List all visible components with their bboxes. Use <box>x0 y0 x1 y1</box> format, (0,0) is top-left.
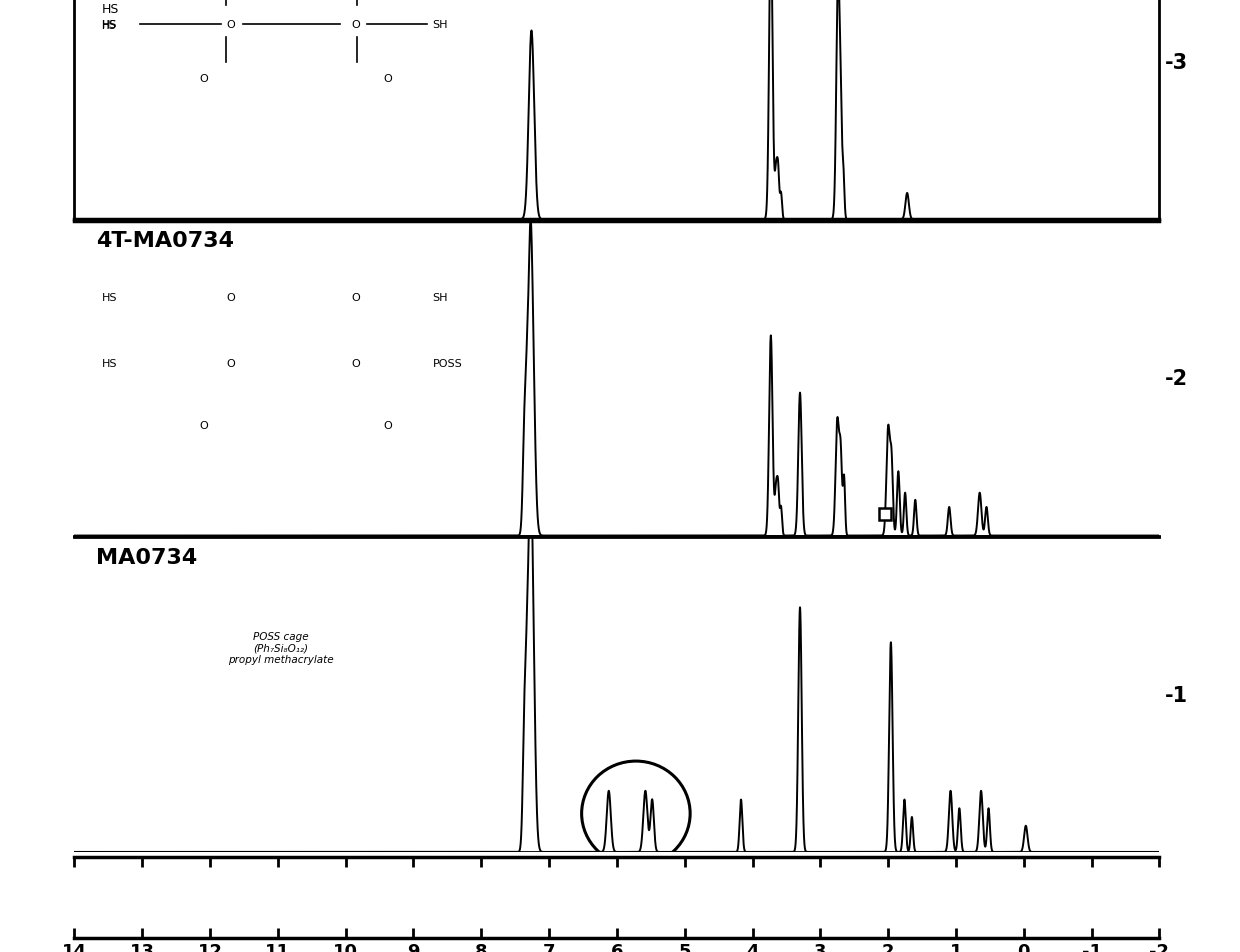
Text: SH: SH <box>433 292 448 302</box>
Text: O: O <box>200 421 208 431</box>
Text: -1: -1 <box>1164 685 1188 704</box>
Text: HS: HS <box>102 19 117 31</box>
Text: O: O <box>226 292 236 302</box>
Text: 4T-MA0734: 4T-MA0734 <box>97 231 234 251</box>
Text: HS: HS <box>102 20 117 30</box>
Text: HS: HS <box>102 292 117 302</box>
Text: O: O <box>383 421 392 431</box>
Text: -3: -3 <box>1164 53 1188 72</box>
Text: MA0734: MA0734 <box>97 547 197 567</box>
Text: O: O <box>383 73 392 84</box>
Text: O: O <box>351 20 360 30</box>
Text: O: O <box>226 358 236 368</box>
Text: POSS cage
(Ph₇Si₈O₁₂)
propyl methacrylate: POSS cage (Ph₇Si₈O₁₂) propyl methacrylat… <box>228 631 334 664</box>
Text: HS: HS <box>102 3 119 16</box>
Text: O: O <box>351 292 360 302</box>
Text: O: O <box>351 358 360 368</box>
Text: -2: -2 <box>1164 369 1188 388</box>
Text: SH: SH <box>433 20 448 30</box>
Text: O: O <box>226 20 236 30</box>
Text: POSS: POSS <box>433 358 463 368</box>
Text: HS: HS <box>102 358 117 368</box>
Text: O: O <box>200 73 208 84</box>
